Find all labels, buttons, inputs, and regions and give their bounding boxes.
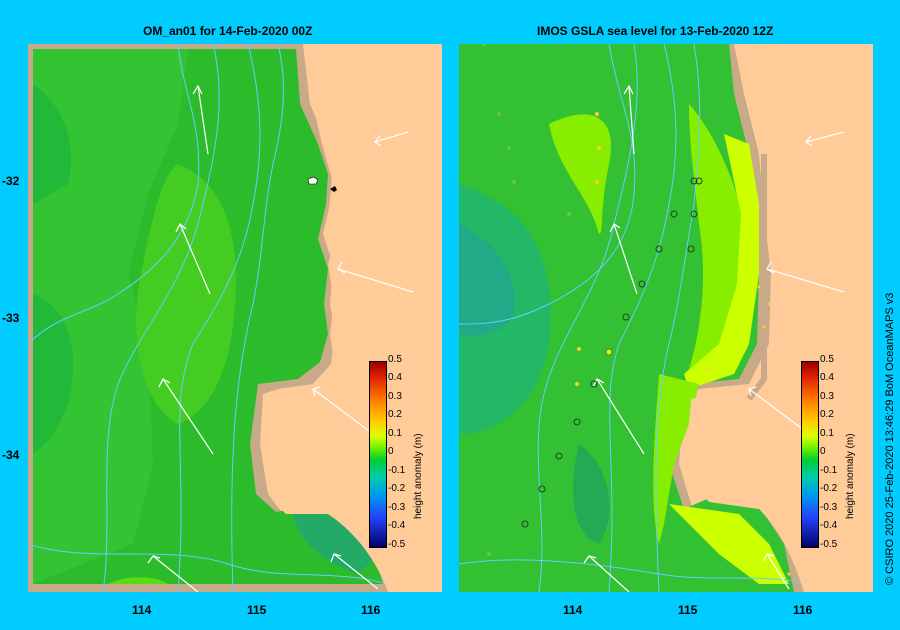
right-colorbar	[801, 361, 819, 548]
x-tick-label: 115	[247, 603, 267, 617]
x-tick-label: 115	[678, 603, 698, 617]
y-tick-label: -34	[2, 448, 20, 462]
left-colorbar	[369, 361, 387, 548]
credit-text: © CSIRO 2020 25-Feb-2020 13:46:29 BoM Oc…	[884, 292, 896, 585]
x-tick-label: 114	[563, 603, 583, 617]
right-map: 0.5 0.4 0.3 0.2 0.1 0 -0.1 -0.2 -0.3 -0.…	[459, 44, 873, 592]
right-colorbar-label: height anomaly (m)	[845, 433, 856, 519]
x-tick-label: 116	[361, 603, 381, 617]
left-map: 0.5 0.4 0.3 0.2 0.1 0 -0.1 -0.2 -0.3 -0.…	[28, 44, 442, 592]
left-map-title: OM_an01 for 14-Feb-2020 00Z	[143, 24, 313, 38]
x-tick-label: 116	[793, 603, 813, 617]
y-tick-label: -33	[2, 311, 20, 325]
left-colorbar-label: height anomaly (m)	[413, 433, 424, 519]
y-tick-label: -32	[2, 174, 20, 188]
x-tick-label: 114	[132, 603, 152, 617]
right-map-title: IMOS GSLA sea level for 13-Feb-2020 12Z	[537, 24, 774, 38]
